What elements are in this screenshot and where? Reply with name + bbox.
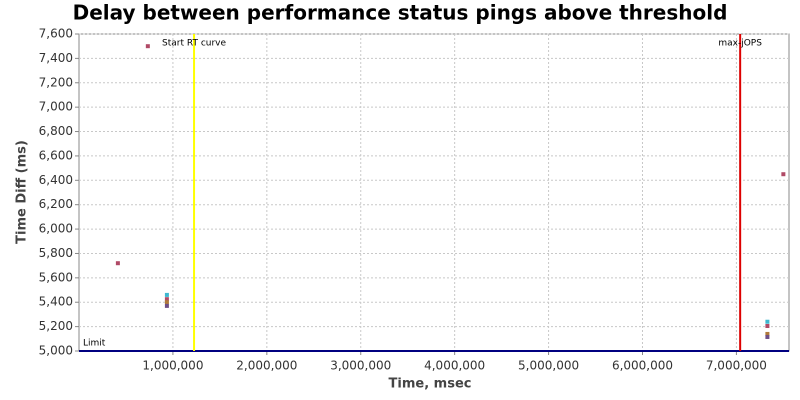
x-tick-label: 5,000,000 bbox=[518, 359, 579, 373]
x-tick-label: 2,000,000 bbox=[236, 359, 297, 373]
point bbox=[164, 303, 169, 308]
y-axis-label: Time Diff (ms) bbox=[15, 140, 30, 244]
y-tick-label: 5,600 bbox=[39, 270, 73, 284]
y-tick-label: 6,200 bbox=[39, 197, 73, 211]
y-tick-label: 5,800 bbox=[39, 246, 73, 260]
marker-label: Start RT curve bbox=[162, 39, 226, 49]
y-tick-label: 7,200 bbox=[39, 75, 73, 89]
y-tick-label: 5,200 bbox=[39, 319, 73, 333]
y-tick-label: 5,000 bbox=[39, 344, 73, 358]
x-axis-label: Time, msec bbox=[389, 377, 472, 392]
y-tick-label: 5,400 bbox=[39, 295, 73, 309]
plot-area bbox=[78, 33, 790, 352]
y-tick-label: 7,000 bbox=[39, 100, 73, 114]
x-tick-label: 3,000,000 bbox=[330, 359, 391, 373]
point bbox=[765, 331, 770, 336]
y-tick-label: 7,600 bbox=[39, 27, 73, 41]
x-tick-label: 1,000,000 bbox=[142, 359, 203, 373]
point bbox=[765, 334, 770, 339]
point bbox=[164, 300, 169, 305]
y-tick-label: 6,400 bbox=[39, 173, 73, 187]
point bbox=[145, 44, 150, 49]
x-tick-label: 6,000,000 bbox=[612, 359, 673, 373]
point bbox=[765, 319, 770, 324]
point bbox=[765, 324, 770, 329]
marker-label: max-jOPS bbox=[718, 39, 762, 49]
limit-label: Limit bbox=[83, 339, 106, 349]
x-tick-label: 7,000,000 bbox=[706, 359, 767, 373]
point bbox=[164, 292, 169, 297]
point bbox=[164, 297, 169, 302]
point bbox=[781, 172, 786, 177]
chart-title: Delay between performance status pings a… bbox=[73, 1, 728, 25]
y-tick-label: 7,400 bbox=[39, 51, 73, 65]
y-tick-label: 6,000 bbox=[39, 222, 73, 236]
y-tick-label: 6,800 bbox=[39, 124, 73, 138]
x-tick-label: 4,000,000 bbox=[424, 359, 485, 373]
point bbox=[115, 261, 120, 266]
y-tick-label: 6,600 bbox=[39, 148, 73, 162]
